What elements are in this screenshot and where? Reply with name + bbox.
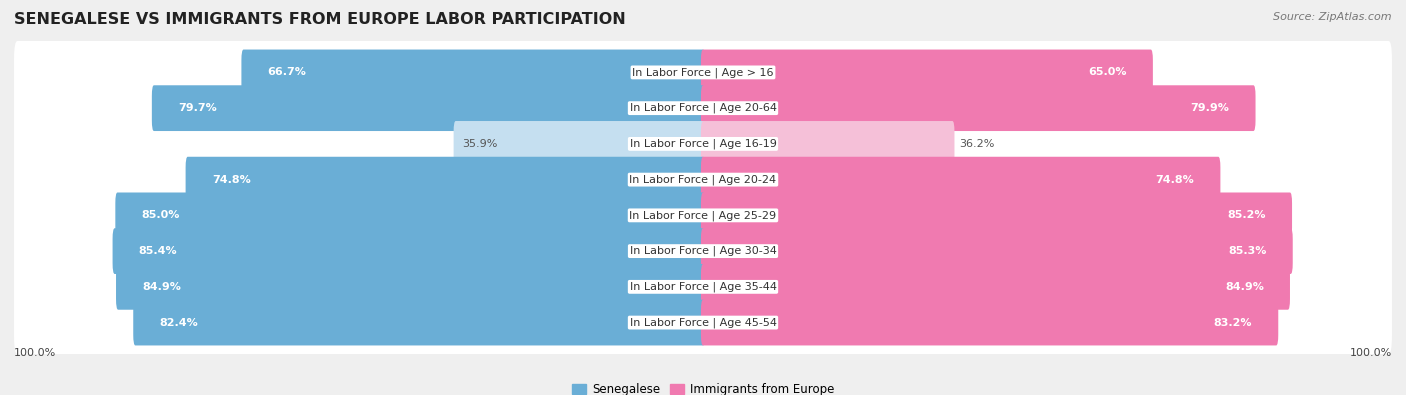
Text: 100.0%: 100.0% <box>1350 348 1392 357</box>
Text: 84.9%: 84.9% <box>1225 282 1264 292</box>
Text: In Labor Force | Age 35-44: In Labor Force | Age 35-44 <box>630 282 776 292</box>
Text: 85.3%: 85.3% <box>1229 246 1267 256</box>
FancyBboxPatch shape <box>14 220 1392 282</box>
Text: 36.2%: 36.2% <box>959 139 994 149</box>
FancyBboxPatch shape <box>14 113 1392 175</box>
FancyBboxPatch shape <box>115 192 704 238</box>
FancyBboxPatch shape <box>117 264 704 310</box>
FancyBboxPatch shape <box>14 41 1392 104</box>
FancyBboxPatch shape <box>702 264 1289 310</box>
Legend: Senegalese, Immigrants from Europe: Senegalese, Immigrants from Europe <box>572 383 834 395</box>
Text: In Labor Force | Age 20-24: In Labor Force | Age 20-24 <box>630 174 776 185</box>
Text: 85.4%: 85.4% <box>139 246 177 256</box>
FancyBboxPatch shape <box>14 77 1392 139</box>
Text: In Labor Force | Age > 16: In Labor Force | Age > 16 <box>633 67 773 78</box>
FancyBboxPatch shape <box>152 85 704 131</box>
Text: 85.0%: 85.0% <box>142 211 180 220</box>
FancyBboxPatch shape <box>702 157 1220 203</box>
FancyBboxPatch shape <box>134 300 704 346</box>
FancyBboxPatch shape <box>14 256 1392 318</box>
Text: In Labor Force | Age 25-29: In Labor Force | Age 25-29 <box>630 210 776 221</box>
Text: 83.2%: 83.2% <box>1213 318 1253 327</box>
FancyBboxPatch shape <box>702 85 1256 131</box>
Text: In Labor Force | Age 16-19: In Labor Force | Age 16-19 <box>630 139 776 149</box>
FancyBboxPatch shape <box>454 121 704 167</box>
Text: 65.0%: 65.0% <box>1088 68 1126 77</box>
FancyBboxPatch shape <box>702 49 1153 95</box>
Text: 66.7%: 66.7% <box>267 68 307 77</box>
Text: In Labor Force | Age 45-54: In Labor Force | Age 45-54 <box>630 317 776 328</box>
FancyBboxPatch shape <box>14 148 1392 211</box>
FancyBboxPatch shape <box>186 157 704 203</box>
Text: 35.9%: 35.9% <box>463 139 498 149</box>
FancyBboxPatch shape <box>702 300 1278 346</box>
Text: 82.4%: 82.4% <box>159 318 198 327</box>
FancyBboxPatch shape <box>112 228 704 274</box>
Text: 100.0%: 100.0% <box>14 348 56 357</box>
FancyBboxPatch shape <box>14 291 1392 354</box>
FancyBboxPatch shape <box>14 184 1392 247</box>
FancyBboxPatch shape <box>702 121 955 167</box>
Text: 85.2%: 85.2% <box>1227 211 1265 220</box>
Text: 74.8%: 74.8% <box>1156 175 1194 184</box>
Text: 74.8%: 74.8% <box>212 175 250 184</box>
Text: SENEGALESE VS IMMIGRANTS FROM EUROPE LABOR PARTICIPATION: SENEGALESE VS IMMIGRANTS FROM EUROPE LAB… <box>14 12 626 27</box>
Text: In Labor Force | Age 20-64: In Labor Force | Age 20-64 <box>630 103 776 113</box>
FancyBboxPatch shape <box>702 192 1292 238</box>
Text: 79.9%: 79.9% <box>1191 103 1229 113</box>
Text: Source: ZipAtlas.com: Source: ZipAtlas.com <box>1274 12 1392 22</box>
Text: 84.9%: 84.9% <box>142 282 181 292</box>
Text: 79.7%: 79.7% <box>179 103 217 113</box>
Text: In Labor Force | Age 30-34: In Labor Force | Age 30-34 <box>630 246 776 256</box>
FancyBboxPatch shape <box>702 228 1292 274</box>
FancyBboxPatch shape <box>242 49 704 95</box>
